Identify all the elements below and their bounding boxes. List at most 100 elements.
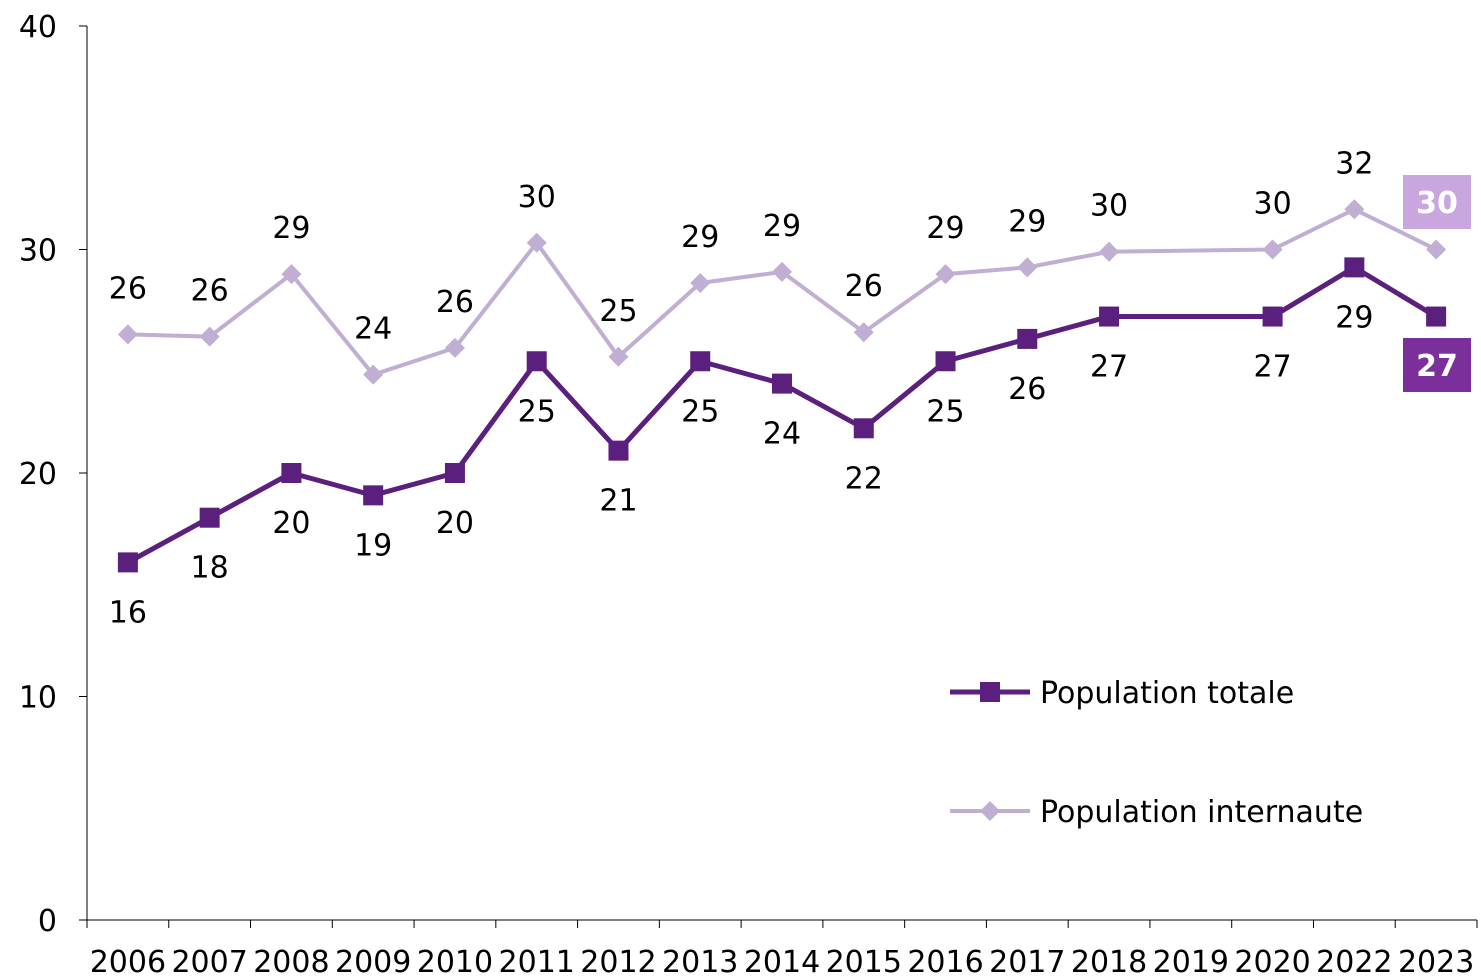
y-tick-label: 10 [19, 681, 57, 716]
data-label: 29 [1008, 204, 1046, 239]
data-point [853, 418, 874, 439]
series-line [126, 264, 1438, 565]
data-point [444, 337, 465, 358]
data-label: 20 [436, 506, 474, 541]
data-point [281, 463, 302, 483]
data-point [363, 485, 384, 506]
data-point [199, 507, 220, 528]
data-label: 26 [109, 271, 147, 306]
x-ticks: 2006 2007 2008 2009 2010 2011 2012 2013 2014 2015… [86, 920, 1478, 977]
data-point [935, 351, 956, 372]
x-tick-label: 2013 [662, 945, 738, 977]
data-point [1262, 239, 1283, 260]
data-label: 24 [763, 417, 801, 452]
data-label: 24 [354, 312, 392, 347]
data-label: 30 [518, 180, 556, 215]
data-point [1426, 239, 1447, 260]
data-label: 27 [1090, 350, 1128, 385]
x-tick-label: 2008 [253, 945, 329, 977]
data-point [117, 552, 138, 573]
x-tick-label: 2023 [1398, 945, 1474, 977]
y-tick-label: 20 [19, 457, 57, 492]
data-label: 16 [109, 595, 147, 630]
x-tick-label: 2020 [1234, 945, 1310, 977]
data-point [1262, 306, 1283, 327]
series-layer [117, 199, 1447, 573]
x-tick-label: 2010 [417, 945, 493, 977]
legend-marker [980, 682, 1000, 702]
x-tick-label: 2022 [1316, 945, 1392, 977]
data-point [1099, 306, 1120, 327]
y-ticks: 0 10 20 30 40 [19, 10, 87, 939]
data-label: 22 [845, 461, 883, 496]
data-point [1017, 257, 1038, 278]
data-point [363, 364, 384, 385]
data-label: 19 [354, 528, 392, 563]
data-point [772, 373, 792, 394]
data-point [608, 440, 629, 461]
x-tick-label: 2016 [907, 945, 983, 977]
legend-label: Population internaute [1040, 795, 1363, 830]
legend-item-0: Population totale [950, 676, 1294, 711]
data-point [281, 264, 302, 285]
data-point [526, 232, 547, 253]
data-label: 25 [518, 394, 556, 429]
data-label: 21 [599, 484, 637, 519]
x-tick-label: 2007 [171, 945, 247, 977]
data-label: 32 [1335, 146, 1373, 181]
data-point [199, 326, 220, 347]
x-tick-label: 2009 [335, 945, 411, 977]
data-label: 25 [599, 294, 637, 329]
data-label: 29 [1335, 300, 1373, 335]
series-1 [117, 199, 1447, 385]
data-point [853, 322, 874, 343]
data-label: 29 [763, 209, 801, 244]
x-tick-label: 2018 [1071, 945, 1147, 977]
data-point [526, 351, 547, 372]
data-point [1426, 306, 1447, 327]
data-label: 25 [681, 394, 719, 429]
data-point [1344, 257, 1365, 278]
y-tick-label: 0 [38, 904, 57, 939]
end-value-callout-box [1403, 175, 1471, 229]
legend-marker [980, 801, 1000, 821]
x-tick-label: 2017 [989, 945, 1065, 977]
x-tick-label: 2015 [826, 945, 902, 977]
data-label: 29 [926, 211, 964, 246]
data-labels: 16 18 20 19 20 25 21 25 24 22 25 26 27 27 29 27 26 26 29 24… [109, 146, 1471, 630]
data-label: 29 [272, 211, 310, 246]
x-tick-label: 2011 [499, 945, 575, 977]
data-point [608, 346, 629, 367]
data-label: 30 [1090, 189, 1128, 224]
data-point [1099, 241, 1120, 262]
data-label: 27 [1253, 350, 1291, 385]
end-value-callout: 27 [1416, 349, 1458, 384]
data-label: 20 [272, 506, 310, 541]
series-line [127, 207, 1438, 377]
data-label: 29 [681, 220, 719, 255]
data-label: 26 [1008, 372, 1046, 407]
legend-item-1: Population internaute [950, 795, 1363, 830]
legend: Population totale Population internaute [950, 676, 1363, 830]
data-label: 26 [845, 269, 883, 304]
series-0 [117, 257, 1447, 573]
data-point [444, 463, 465, 483]
data-label: 25 [926, 394, 964, 429]
data-point [690, 273, 711, 294]
y-tick-label: 40 [19, 10, 57, 45]
end-value-callout: 30 [1416, 186, 1458, 221]
data-point [117, 324, 138, 345]
x-tick-label: 2012 [580, 945, 656, 977]
data-point [690, 351, 711, 372]
data-label: 18 [191, 551, 229, 586]
data-label: 30 [1253, 187, 1291, 222]
legend-label: Population totale [1040, 676, 1294, 711]
data-point [1017, 328, 1038, 349]
data-point [1344, 199, 1365, 220]
y-tick-label: 30 [19, 234, 57, 269]
x-tick-label: 2006 [90, 945, 166, 977]
data-label: 26 [436, 285, 474, 320]
x-tick-label: 2014 [744, 945, 820, 977]
data-label: 26 [191, 274, 229, 309]
